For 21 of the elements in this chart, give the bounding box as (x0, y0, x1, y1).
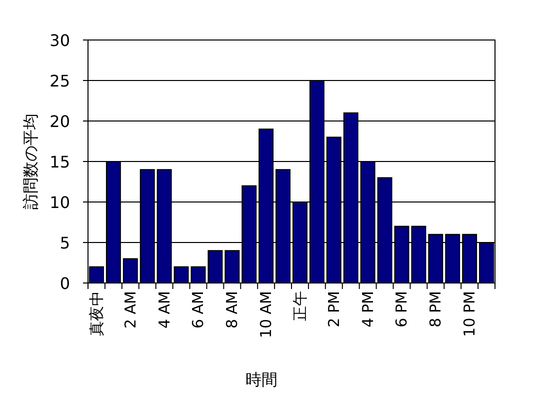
y-axis-title: 訪問数の平均 (21, 114, 40, 210)
x-tick-label: 2 AM (121, 291, 140, 329)
x-tick-label: 10 PM (460, 291, 479, 337)
y-tick-label: 15 (50, 152, 70, 172)
x-tick-label: 4 AM (155, 291, 174, 329)
x-tick-label: 6 PM (392, 291, 411, 328)
x-tick-label: 正午 (290, 291, 309, 321)
y-tick-label: 10 (50, 193, 70, 212)
x-tick-label: 真夜中 (87, 291, 106, 336)
y-tick-label: 25 (50, 72, 70, 90)
y-tick-label: 0 (60, 274, 70, 293)
x-tick-label: 4 PM (358, 291, 377, 328)
y-tick-label: 5 (60, 234, 70, 252)
x-tick-label: 2 PM (324, 291, 343, 328)
x-tick-label: 8 AM (223, 291, 242, 329)
x-tick-label: 10 AM (257, 291, 276, 338)
y-tick-label: 20 (50, 112, 70, 131)
x-tick-label: 6 AM (189, 291, 208, 329)
x-axis-title: 時間 (246, 370, 278, 389)
x-tick-label: 8 PM (426, 291, 445, 328)
y-tick-label: 30 (50, 31, 70, 50)
